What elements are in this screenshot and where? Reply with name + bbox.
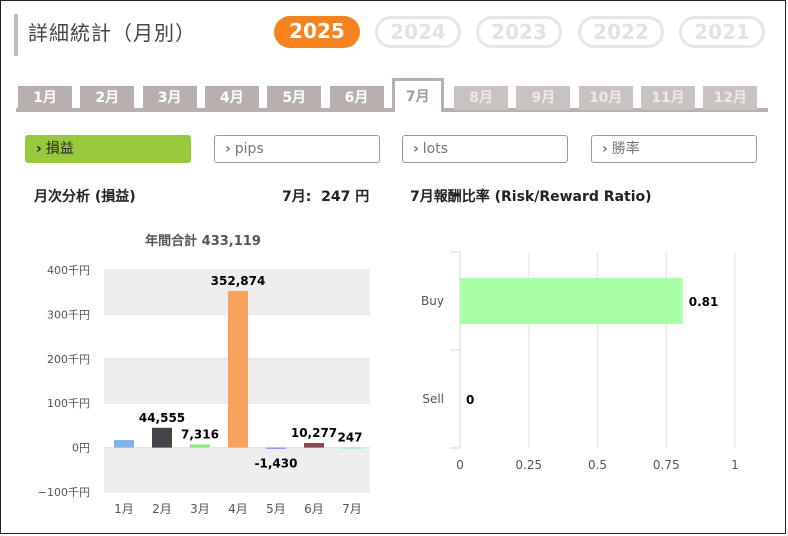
tab-month-11[interactable]: 11月: [641, 86, 695, 110]
data-label: 352,874: [211, 274, 266, 288]
plot-band: [104, 447, 370, 492]
tab-month-1[interactable]: 1月: [18, 86, 72, 110]
data-label: 7,316: [181, 427, 219, 441]
x-tick-label: 1月: [114, 502, 134, 516]
data-label: 0: [466, 393, 474, 407]
filter-label: lots: [422, 141, 449, 157]
bar-2月[interactable]: [152, 427, 172, 448]
chevron-right-icon: ›: [602, 141, 608, 157]
current-month-label: 7月:: [282, 189, 312, 205]
year-button-2025[interactable]: 2025: [274, 16, 360, 48]
current-month-summary: 7月: 247 円: [282, 186, 369, 206]
bar-7月[interactable]: [342, 447, 362, 449]
tab-month-2[interactable]: 2月: [80, 86, 135, 110]
chart-title: 年間合計 433,119: [145, 233, 261, 249]
chevron-right-icon: ›: [413, 141, 419, 157]
x-tick-label: 7月: [342, 502, 362, 516]
year-button-2021[interactable]: 2021: [679, 16, 765, 48]
tab-month-4[interactable]: 4月: [204, 86, 259, 110]
year-button-2023[interactable]: 2023: [476, 16, 562, 48]
filter-label: 損益: [45, 141, 74, 157]
filter-button-1[interactable]: › pips: [214, 135, 380, 163]
bar-6月[interactable]: [304, 443, 324, 448]
data-label: 10,277: [291, 426, 337, 440]
bar-5月[interactable]: [266, 447, 286, 449]
year-button-2022[interactable]: 2022: [578, 16, 664, 48]
tab-month-6[interactable]: 6月: [329, 86, 384, 110]
tab-month-8[interactable]: 8月: [454, 86, 509, 110]
y-tick-label: 200千円: [47, 353, 90, 366]
tab-month-9[interactable]: 9月: [516, 86, 571, 110]
tab-month-5[interactable]: 5月: [267, 86, 322, 110]
current-month-value: 247 円: [321, 189, 370, 205]
ratio-heading: 7月報酬比率 (Risk/Reward Ratio): [410, 189, 652, 205]
bar-4月[interactable]: [228, 290, 248, 448]
data-label: 0.81: [689, 295, 719, 309]
chevron-right-icon: ›: [36, 141, 42, 157]
tab-month-3[interactable]: 3月: [142, 86, 197, 110]
data-label: 44,555: [139, 411, 185, 425]
x-tick-label: 3月: [190, 502, 210, 516]
y-tick-label: Buy: [421, 294, 444, 308]
bar-Buy[interactable]: [460, 278, 683, 324]
monthly-heading: 月次分析 (損益): [34, 189, 136, 205]
x-tick-label: 1: [731, 458, 739, 472]
x-tick-label: 0.25: [515, 458, 542, 472]
data-label: -1,430: [255, 457, 298, 471]
filter-label: pips: [234, 141, 264, 157]
x-tick-label: 6月: [304, 502, 324, 516]
x-tick-label: 5月: [266, 502, 286, 516]
data-label: 247: [337, 430, 362, 444]
bar-3月[interactable]: [190, 444, 210, 448]
x-tick-label: 0.75: [653, 458, 680, 472]
x-tick-label: 4月: [228, 502, 248, 516]
y-tick-label: 300千円: [47, 308, 90, 321]
x-tick-label: 0.5: [588, 458, 607, 472]
tab-month-10[interactable]: 10月: [578, 86, 633, 110]
chevron-right-icon: ›: [225, 141, 231, 157]
x-tick-label: 0: [456, 458, 464, 472]
filter-label: 勝率: [611, 141, 640, 157]
y-tick-label: −100千円: [38, 486, 90, 499]
y-tick-label: Sell: [422, 392, 444, 406]
filter-button-2[interactable]: › lots: [402, 135, 568, 163]
x-tick-label: 2月: [152, 502, 172, 516]
bar-1月[interactable]: [114, 440, 134, 448]
filter-button-0[interactable]: › 損益: [25, 135, 191, 163]
year-button-2024[interactable]: 2024: [375, 16, 461, 48]
page-title: 詳細統計（月別）: [14, 14, 196, 56]
tab-month-12[interactable]: 12月: [703, 86, 758, 110]
y-tick-label: 100千円: [47, 397, 90, 410]
y-tick-label: 0円: [72, 442, 90, 455]
y-tick-label: 400千円: [47, 264, 90, 277]
filter-button-3[interactable]: › 勝率: [591, 135, 757, 163]
tab-month-7[interactable]: 7月: [391, 78, 444, 112]
